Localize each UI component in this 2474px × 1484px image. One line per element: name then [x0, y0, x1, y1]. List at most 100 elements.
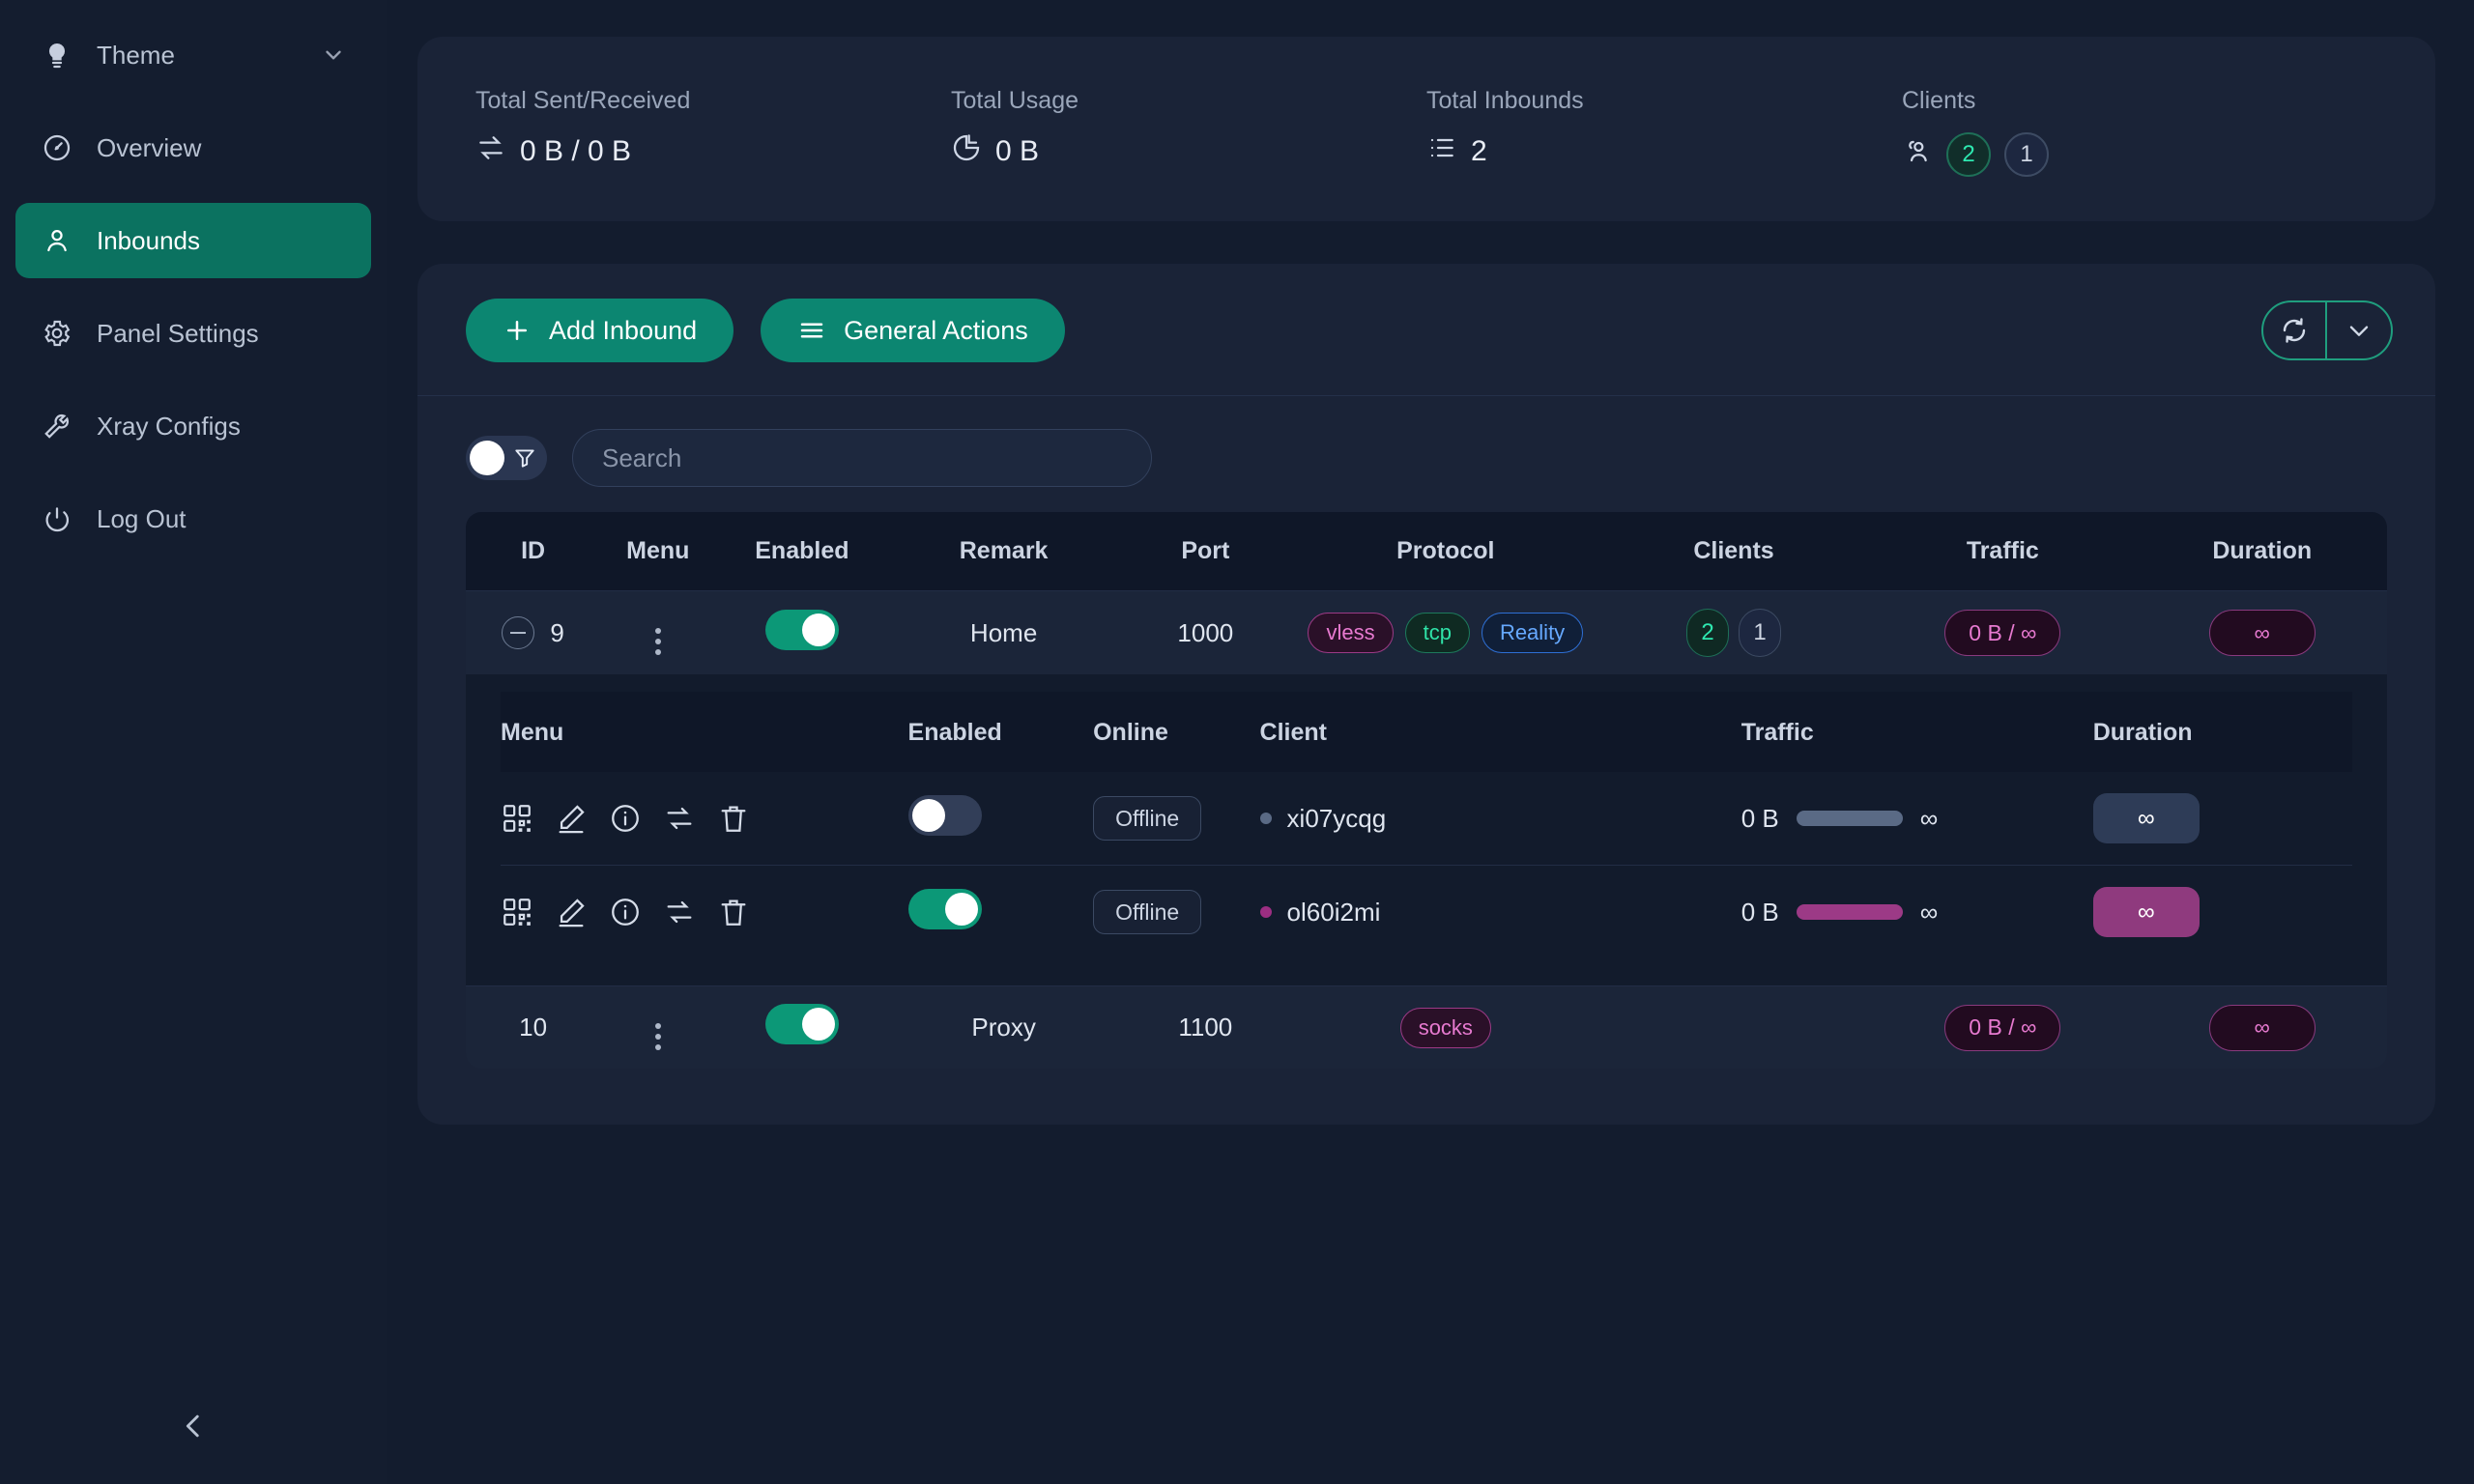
cell-id: 9	[466, 590, 601, 674]
cell-traffic: 0 B / ∞	[1868, 590, 2138, 674]
refresh-group	[2261, 300, 2393, 360]
client-cell-menu	[501, 865, 908, 958]
sidebar-item-label: Theme	[97, 40, 175, 70]
bulb-icon	[41, 39, 73, 71]
refresh-dropdown-button[interactable]	[2327, 302, 2391, 358]
client-traffic-used: 0 B	[1740, 897, 1779, 927]
filter-toggle[interactable]	[466, 436, 547, 480]
client-cell-enabled	[907, 865, 1094, 958]
reset-arrows-icon[interactable]	[663, 896, 696, 928]
table-row[interactable]: 10 Proxy 1100	[466, 985, 2387, 1069]
chevron-down-icon[interactable]	[321, 43, 346, 68]
protocol-tag: vless	[1308, 613, 1394, 653]
toggle-knob	[470, 441, 504, 475]
client-cell-name: xi07ycqg	[1259, 772, 1741, 866]
edit-pencil-icon[interactable]	[555, 896, 588, 928]
info-circle-icon[interactable]	[609, 802, 642, 835]
cell-remark: Proxy	[888, 985, 1119, 1069]
cell-id: 10	[466, 985, 601, 1069]
cell-protocol: vless tcp Reality	[1291, 590, 1599, 674]
client-name-label: xi07ycqg	[1286, 803, 1387, 833]
search-input[interactable]	[572, 429, 1152, 487]
stat-total-inbounds: Total Inbounds 2	[1426, 87, 1902, 177]
dots-vertical-icon[interactable]	[654, 628, 661, 655]
client-row[interactable]: Offline xi07ycqg	[501, 772, 2352, 866]
sidebar-item-xray-configs[interactable]: Xray Configs	[15, 388, 371, 464]
sidebar-item-label: Inbounds	[97, 225, 200, 255]
cell-clients	[1598, 985, 1869, 1069]
client-cell-duration: ∞	[2092, 772, 2352, 866]
qr-code-icon[interactable]	[501, 802, 533, 835]
qr-code-icon[interactable]	[501, 896, 533, 928]
sidebar-item-panel-settings[interactable]: Panel Settings	[15, 296, 371, 371]
col-enabled: Enabled	[715, 512, 889, 591]
minus-circle-icon[interactable]	[502, 616, 535, 649]
stat-label: Total Usage	[951, 87, 1079, 114]
add-inbound-button[interactable]: Add Inbound	[466, 299, 734, 362]
row-enabled-toggle[interactable]	[764, 609, 839, 650]
sidebar-item-log-out[interactable]: Log Out	[15, 481, 371, 556]
dots-vertical-icon[interactable]	[654, 1022, 661, 1050]
inbounds-table-wrap: ID Menu Enabled Remark Port Protocol Cli…	[466, 512, 2387, 1069]
stat-label: Total Sent/Received	[475, 87, 691, 114]
stat-clients: Clients 2 1	[1902, 87, 2377, 177]
hamburger-icon	[800, 323, 823, 338]
main-content: Total Sent/Received 0 B / 0 B Total Usag…	[387, 0, 2474, 1484]
col-traffic: Traffic	[1868, 512, 2138, 591]
list-icon	[1426, 132, 1457, 171]
trash-icon[interactable]	[717, 896, 750, 928]
sidebar-item-theme[interactable]: Theme	[15, 17, 371, 93]
stat-value-wrap: 2	[1426, 132, 1902, 171]
client-row[interactable]: Offline ol60i2mi	[501, 865, 2352, 958]
add-inbound-label: Add Inbound	[549, 315, 698, 345]
client-enabled-toggle[interactable]	[907, 794, 982, 836]
col-protocol: Protocol	[1291, 512, 1599, 591]
cell-protocol: socks	[1291, 985, 1599, 1069]
table-row[interactable]: 9 Home 1000	[466, 590, 2387, 674]
cell-port: 1000	[1118, 590, 1292, 674]
trash-icon[interactable]	[717, 802, 750, 835]
status-badge: Offline	[1093, 890, 1202, 934]
stat-label: Clients	[1902, 87, 1976, 114]
power-icon	[41, 502, 73, 535]
stat-value-wrap: 0 B / 0 B	[475, 132, 951, 171]
col-client-online: Online	[1093, 692, 1260, 772]
client-traffic-limit: ∞	[1919, 803, 1939, 833]
duration-pill: ∞	[2208, 610, 2316, 656]
users-icon	[1902, 135, 1933, 174]
traffic-bar	[1796, 811, 1903, 826]
inbounds-table-body: 9 Home 1000	[466, 590, 2387, 1069]
clients-subtable-cell: Menu Enabled Online Client Traffic Durat…	[466, 674, 2387, 986]
sidebar-collapse-button[interactable]	[164, 1397, 222, 1455]
row-enabled-toggle[interactable]	[764, 1004, 839, 1044]
clients-table-body: Offline xi07ycqg	[501, 772, 2352, 958]
duration-pill: ∞	[2208, 1004, 2316, 1051]
sidebar-item-label: Panel Settings	[97, 318, 259, 348]
sidebar-item-overview[interactable]: Overview	[15, 110, 371, 186]
stat-total-usage: Total Usage 0 B	[951, 87, 1426, 177]
traffic-pill: 0 B / ∞	[1944, 610, 2061, 656]
general-actions-label: General Actions	[844, 315, 1028, 345]
protocol-tag: Reality	[1481, 613, 1584, 653]
col-id: ID	[466, 512, 601, 591]
cell-duration: ∞	[2137, 590, 2387, 674]
col-client-traffic: Traffic	[1740, 692, 2093, 772]
info-circle-icon[interactable]	[609, 896, 642, 928]
sidebar-item-inbounds[interactable]: Inbounds	[15, 203, 371, 278]
stat-value: 0 B	[995, 135, 1040, 167]
general-actions-button[interactable]: General Actions	[761, 299, 1065, 362]
refresh-button[interactable]	[2263, 302, 2327, 358]
client-cell-duration: ∞	[2092, 865, 2352, 958]
cell-menu	[600, 985, 716, 1069]
row-id: 9	[550, 617, 564, 647]
inbounds-header-row: ID Menu Enabled Remark Port Protocol Cli…	[466, 512, 2387, 591]
clients-table: Menu Enabled Online Client Traffic Durat…	[501, 692, 2352, 958]
panel-toolbar: Add Inbound General Actions	[417, 264, 2435, 396]
client-enabled-toggle[interactable]	[907, 888, 982, 929]
stat-value-wrap: 0 B	[951, 132, 1426, 171]
edit-pencil-icon[interactable]	[555, 802, 588, 835]
funnel-icon	[515, 449, 534, 468]
stat-label: Total Inbounds	[1426, 87, 1584, 114]
row-id: 10	[519, 1013, 548, 1042]
reset-arrows-icon[interactable]	[663, 802, 696, 835]
